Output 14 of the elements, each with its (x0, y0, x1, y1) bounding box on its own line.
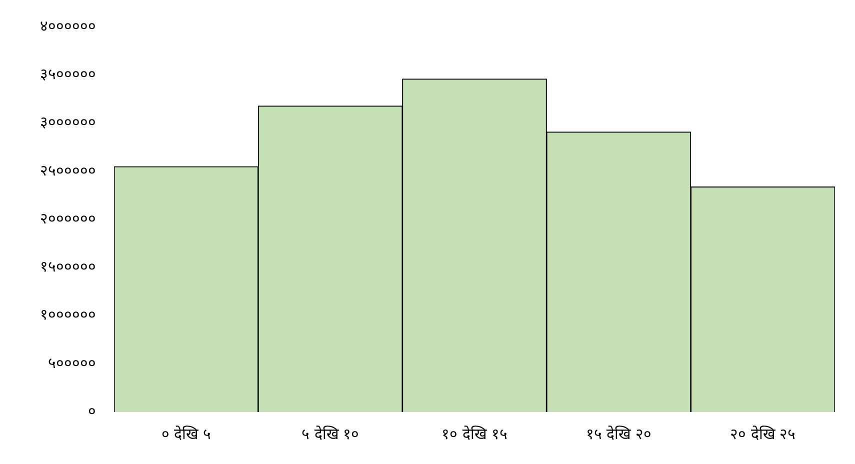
x-tick-label: ५ देखि १० (302, 424, 360, 443)
y-tick-label: ० (88, 402, 96, 420)
x-tick-label: १० देखि १५ (442, 424, 508, 443)
y-tick-label: ३५००००० (40, 65, 96, 84)
x-tick-label: ० देखि ५ (161, 424, 211, 443)
x-tick-label: १५ देखि २० (586, 424, 652, 443)
y-tick-label: १०००००० (40, 306, 96, 324)
y-tick-label: ३०००००० (40, 113, 96, 132)
y-tick-label: ५००००० (48, 354, 96, 372)
y-tick-label: १५००००० (40, 258, 96, 276)
y-tick-label: २०००००० (40, 209, 96, 228)
y-tick-label: ४०००००० (40, 16, 96, 35)
y-tick-label: २५००००० (40, 161, 96, 180)
x-tick-label: २० देखि २५ (730, 424, 796, 443)
